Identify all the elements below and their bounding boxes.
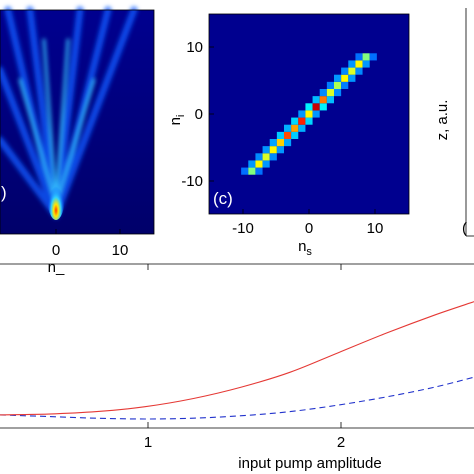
correlation-cell [284,131,292,139]
panel-c-cells [241,53,377,175]
correlation-cell [326,89,334,97]
bottom-xlabel: input pump amplitude [238,455,381,472]
correlation-halo-cell [341,81,349,89]
correlation-halo-cell [269,139,277,147]
panel-d: z, a.u. ( [434,8,474,237]
panel-a-frame [0,9,155,235]
correlation-halo-cell [355,53,363,61]
panel-c-ytick-0: 0 [195,106,203,123]
panel-a: ) 0 10 n_ [0,6,155,276]
panel-a-hot-spot [47,172,65,220]
correlation-halo-cell [284,124,292,132]
panel-c-xtick-10: 10 [367,220,384,237]
correlation-cell [355,60,363,68]
correlation-halo-cell [298,124,306,132]
bottom-ticks [147,264,342,428]
bottom-xtick-2: 2 [337,434,345,451]
correlation-cell [298,117,306,125]
panel-c-xtick-0: 0 [305,220,313,237]
correlation-halo-cell [305,117,313,125]
panel-c-xtick-neg10: -10 [232,220,254,237]
correlation-halo-cell [369,53,377,61]
panel-c-xlabel-sub: s [306,246,312,258]
panel-c-xlabel: ns [298,238,312,258]
panel-a-label: ) [1,183,7,202]
correlation-halo-cell [319,89,327,97]
correlation-halo-cell [341,67,349,75]
correlation-halo-cell [334,89,342,97]
correlation-halo-cell [334,74,342,82]
correlation-cell [255,160,263,168]
correlation-cell [334,81,342,89]
panel-a-xlabel: n_ [48,259,65,276]
correlation-cell [262,153,270,161]
correlation-halo-cell [348,74,356,82]
correlation-halo-cell [291,117,299,125]
correlation-cell [305,110,313,118]
correlation-halo-cell [326,96,334,104]
correlation-halo-cell [348,60,356,68]
correlation-halo-cell [319,103,327,111]
correlation-cell [291,124,299,132]
panel-c-xlabel-main: n [298,238,306,255]
correlation-halo-cell [284,139,292,147]
panel-a-xtick-10: 10 [112,242,129,259]
correlation-cell [341,74,349,82]
panel-d-ylabel-text: z, a.u. [434,100,451,141]
correlation-halo-cell [326,81,334,89]
panel-c-ylabel-main: n [167,117,184,125]
correlation-halo-cell [255,167,263,175]
panel-d-label: ( [462,220,467,237]
correlation-halo-cell [291,131,299,139]
correlation-halo-cell [262,160,270,168]
correlation-cell [348,67,356,75]
correlation-cell [312,103,320,111]
panel-c-ylabel-sub: i [175,115,187,117]
correlation-halo-cell [269,153,277,161]
correlation-halo-cell [312,96,320,104]
panel-c-ytick-10: 10 [186,39,203,56]
correlation-cell [319,96,327,104]
panel-c-ylabel: ni [167,115,187,126]
panel-a-ticks [55,229,121,234]
series-dashed [0,376,474,420]
correlation-halo-cell [262,146,270,154]
panel-c: (c) -10 0 10 10 0 -10 ns ni [167,13,410,258]
correlation-halo-cell [362,60,370,68]
correlation-halo-cell [298,110,306,118]
panel-c-ticks [209,46,376,214]
correlation-halo-cell [255,153,263,161]
correlation-halo-cell [312,110,320,118]
svg-text:ni: ni [167,115,187,126]
correlation-halo-cell [241,167,249,175]
series-solid [0,301,474,416]
panel-c-ytick-neg10: -10 [181,173,203,190]
correlation-cell [269,146,277,154]
bottom-xtick-1: 1 [144,434,152,451]
correlation-cell [276,139,284,147]
panel-c-label: (c) [213,189,233,208]
correlation-cell [248,167,256,175]
panel-bottom: 1 2 input pump amplitude [0,263,474,472]
svg-text:ns: ns [298,238,312,258]
correlation-halo-cell [305,103,313,111]
panel-d-ylabel: z, a.u. [434,100,451,141]
panel-a-xtick-0: 0 [52,242,60,259]
correlation-halo-cell [355,67,363,75]
correlation-halo-cell [276,146,284,154]
correlation-cell [362,53,370,61]
correlation-halo-cell [248,160,256,168]
correlation-halo-cell [276,131,284,139]
